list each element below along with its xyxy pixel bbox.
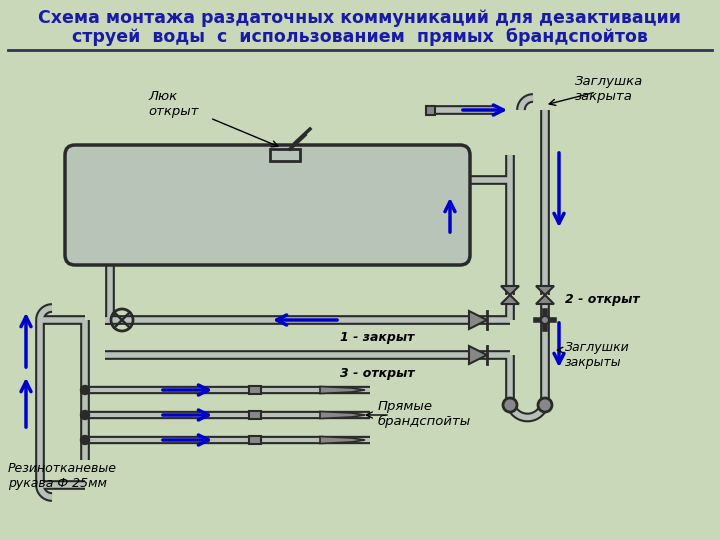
Circle shape [503, 398, 517, 412]
Circle shape [81, 386, 89, 395]
Text: Резинотканевые
рукава Ф 25мм: Резинотканевые рукава Ф 25мм [8, 462, 117, 490]
Text: 2 - открыт: 2 - открыт [565, 294, 639, 307]
Text: 1 - закрыт: 1 - закрыт [340, 332, 415, 345]
Polygon shape [469, 346, 487, 364]
Text: Схема монтажа раздаточных коммуникаций для дезактивации: Схема монтажа раздаточных коммуникаций д… [38, 9, 682, 27]
Polygon shape [536, 295, 554, 304]
Polygon shape [536, 286, 554, 295]
Bar [426, 105, 434, 114]
Text: Прямые
брандспойты: Прямые брандспойты [378, 400, 472, 428]
Bar [270, 149, 300, 161]
Bar [249, 411, 261, 419]
Text: струей  воды  с  использованием  прямых  брандспойтов: струей воды с использованием прямых бран… [72, 28, 648, 46]
Text: Заглушки
закрыты: Заглушки закрыты [565, 341, 630, 369]
Text: Заглушка
закрыта: Заглушка закрыта [575, 75, 643, 103]
Circle shape [538, 398, 552, 412]
Circle shape [541, 316, 549, 324]
Text: 3 - открыт: 3 - открыт [340, 367, 415, 380]
Polygon shape [320, 436, 365, 443]
Bar [249, 436, 261, 444]
Bar [249, 386, 261, 394]
Text: Люк
открыт: Люк открыт [148, 90, 199, 118]
Polygon shape [469, 311, 487, 329]
Polygon shape [320, 411, 365, 418]
Polygon shape [501, 295, 519, 304]
Polygon shape [320, 387, 365, 394]
Circle shape [81, 435, 89, 444]
FancyBboxPatch shape [65, 145, 470, 265]
Polygon shape [501, 286, 519, 295]
Circle shape [81, 410, 89, 420]
